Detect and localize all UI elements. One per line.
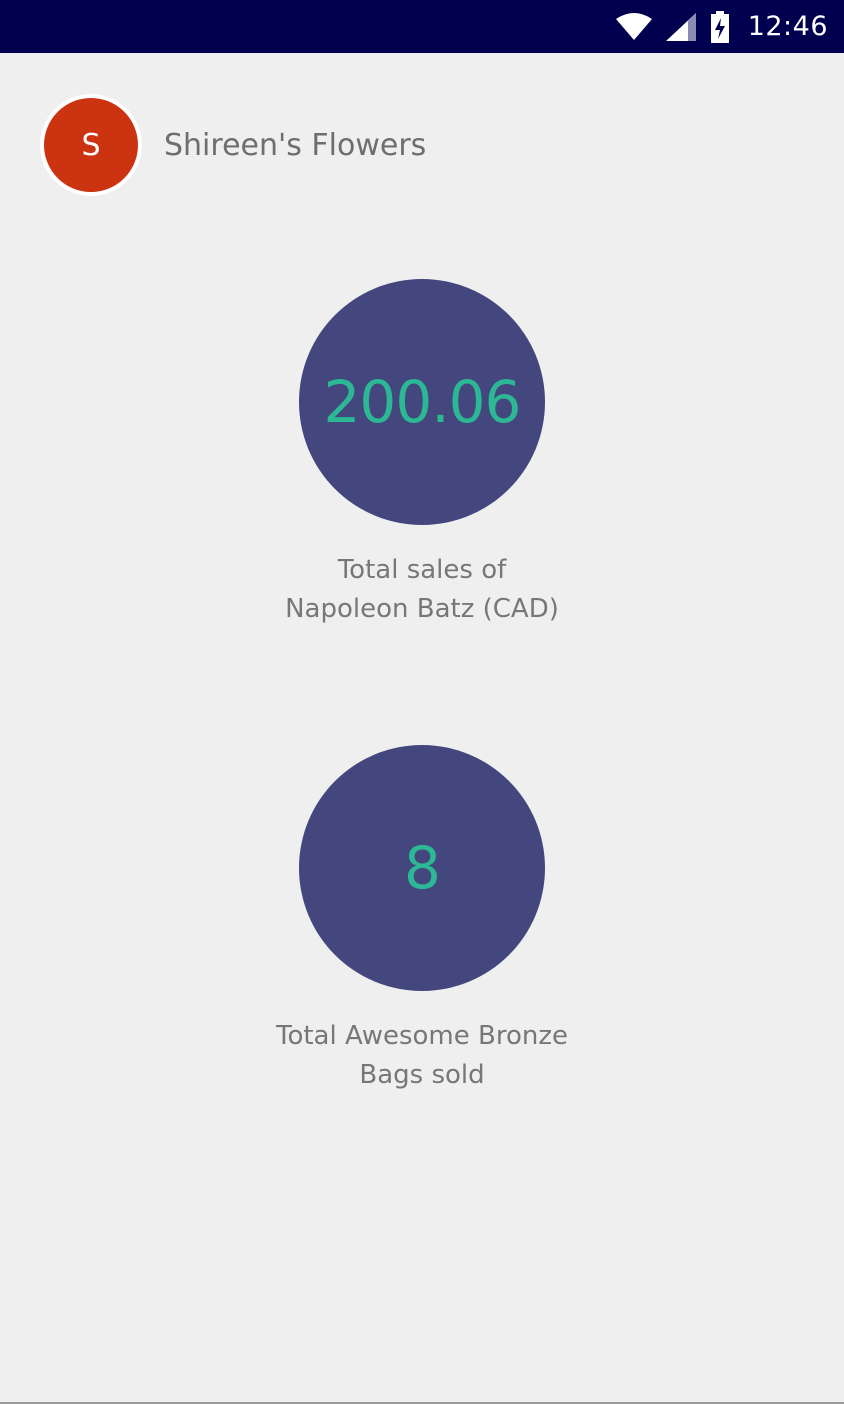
stat-circle: 8 [299,745,545,991]
store-name: Shireen's Flowers [164,127,427,163]
cellular-signal-icon [665,12,696,41]
status-bar: 12:46 [0,0,844,53]
stat-value: 200.06 [323,368,522,436]
stat-label: Total Awesome Bronze Bags sold [275,1021,568,1090]
stat-value: 8 [404,834,441,902]
wifi-icon [615,12,652,41]
avatar[interactable]: S [40,94,142,196]
stat-total-sales: 200.06 Total sales of Napoleon Batz (CAD… [0,279,844,629]
bottom-divider [0,1402,844,1404]
stat-circle: 200.06 [299,279,545,525]
stat-items-sold: 8 Total Awesome Bronze Bags sold [0,745,844,1095]
status-icons: 12:46 [615,0,828,53]
status-time: 12:46 [747,11,828,42]
store-header: S Shireen's Flowers [40,94,426,196]
stat-label: Total sales of Napoleon Batz (CAD) [285,555,559,624]
battery-charging-icon [710,10,730,43]
